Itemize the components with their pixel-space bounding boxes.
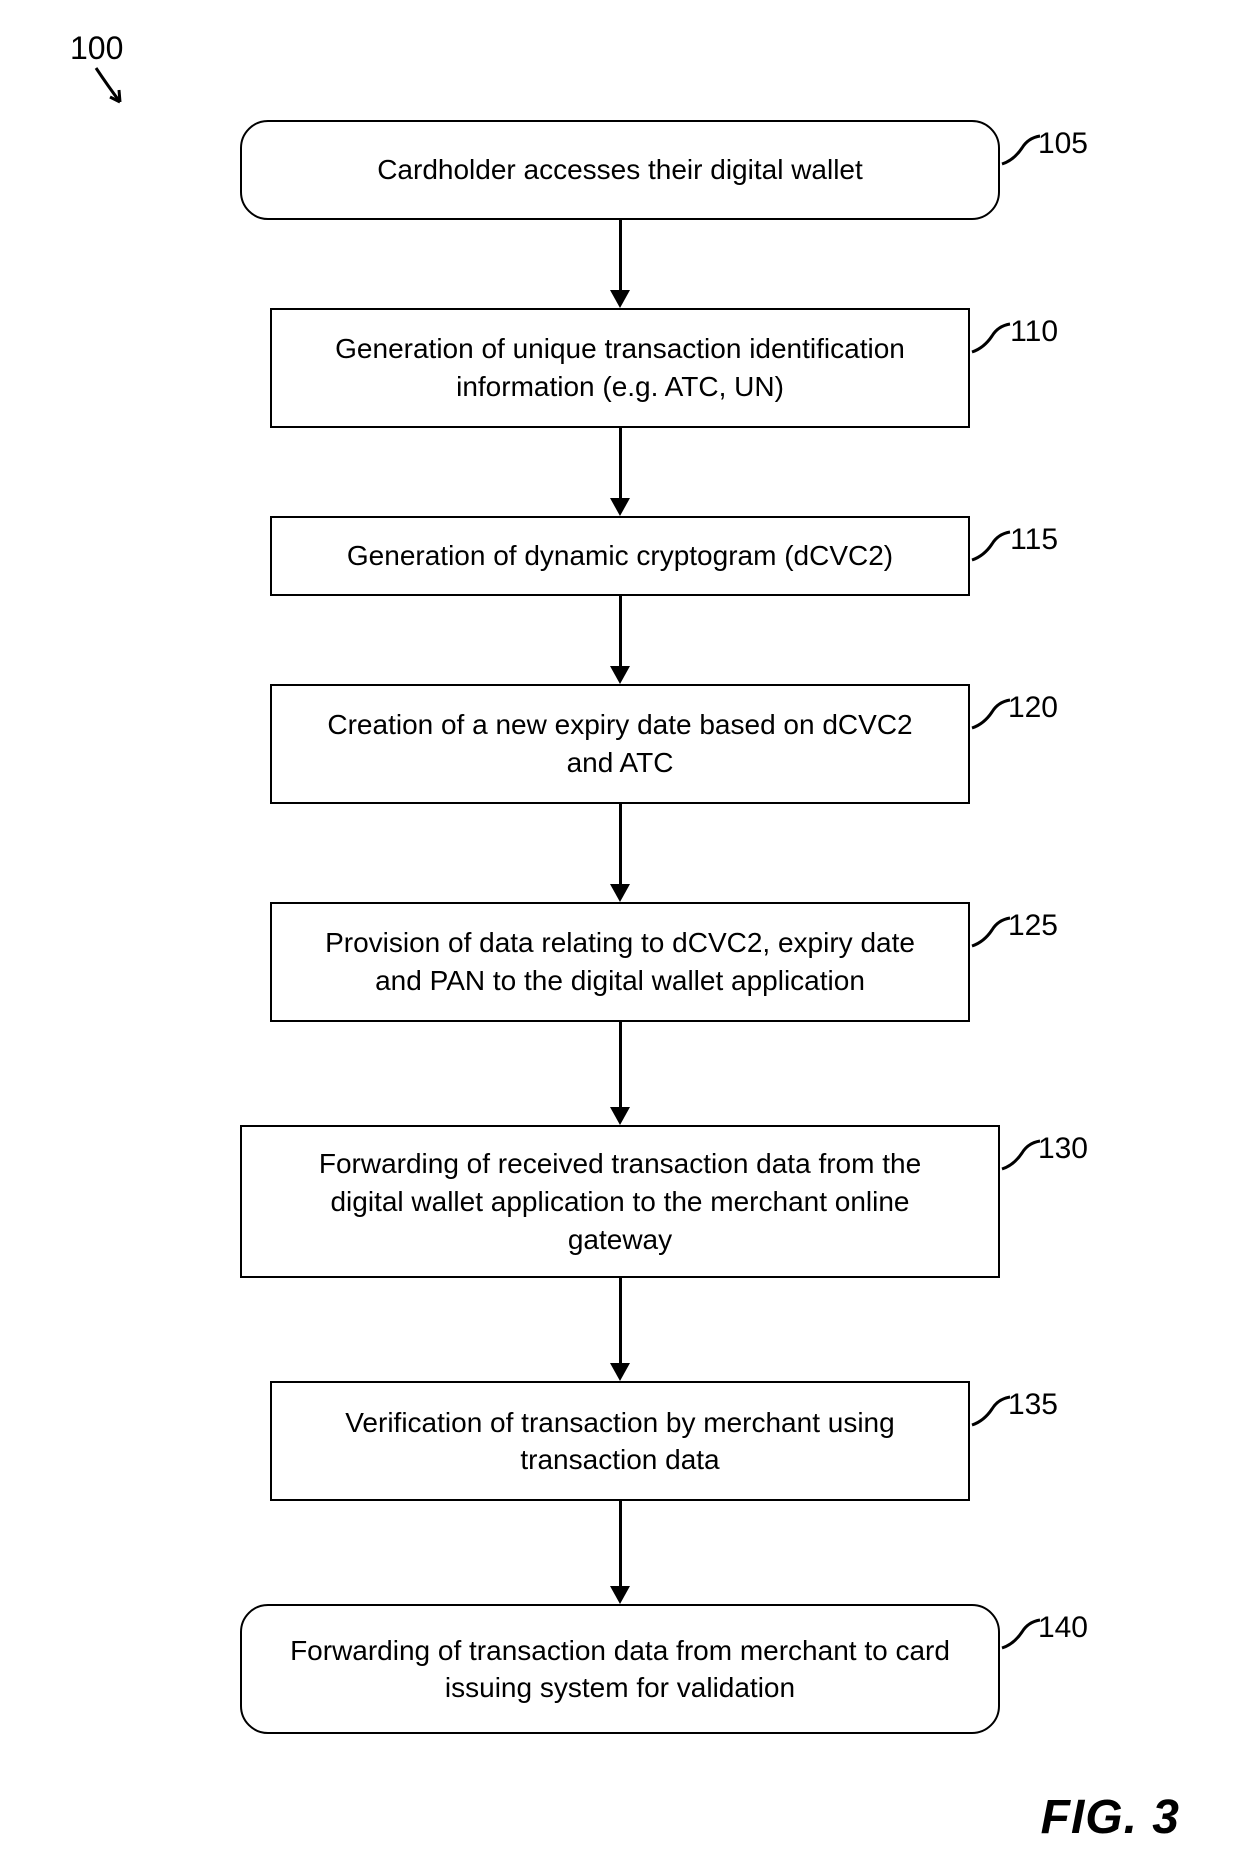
node-label-hook-icon xyxy=(970,530,1016,564)
flowchart-node-label: 140 xyxy=(1038,1608,1088,1649)
flowchart-node-text: Verification of transaction by merchant … xyxy=(312,1404,928,1480)
flowchart-node-label: 105 xyxy=(1038,124,1088,165)
diagram-number-arrow-icon xyxy=(90,66,138,118)
flowchart-node-text: Cardholder accesses their digital wallet xyxy=(377,151,863,189)
flowchart-node-text: Provision of data relating to dCVC2, exp… xyxy=(312,924,928,1000)
arrow-down-icon xyxy=(610,1501,630,1604)
flowchart-node: Forwarding of transaction data from merc… xyxy=(240,1604,1000,1734)
flowchart-node: Provision of data relating to dCVC2, exp… xyxy=(270,902,970,1022)
flowchart-node: Generation of unique transaction identif… xyxy=(270,308,970,428)
flowchart-container: Cardholder accesses their digital wallet… xyxy=(220,120,1020,1734)
flowchart-node: Forwarding of received transaction data … xyxy=(240,1125,1000,1278)
figure-label: FIG. 3 xyxy=(1041,1790,1180,1845)
arrow-down-icon xyxy=(610,220,630,308)
flowchart-node-label: 115 xyxy=(1010,520,1058,561)
arrow-down-icon xyxy=(610,1022,630,1125)
flowchart-node: Generation of dynamic cryptogram (dCVC2)… xyxy=(270,516,970,596)
flowchart-node: Cardholder accesses their digital wallet… xyxy=(240,120,1000,220)
flowchart-node: Creation of a new expiry date based on d… xyxy=(270,684,970,804)
arrow-down-icon xyxy=(610,596,630,684)
flowchart-node-label: 125 xyxy=(1008,906,1058,947)
flowchart-node-label: 120 xyxy=(1008,688,1058,729)
flowchart-node-text: Generation of dynamic cryptogram (dCVC2) xyxy=(347,537,893,575)
flowchart-node-text: Forwarding of received transaction data … xyxy=(282,1145,958,1258)
flowchart-node-label: 135 xyxy=(1008,1385,1058,1426)
flowchart-node: Verification of transaction by merchant … xyxy=(270,1381,970,1501)
diagram-number-label: 100 xyxy=(70,30,123,67)
node-label-hook-icon xyxy=(970,322,1016,356)
flowchart-node-label: 130 xyxy=(1038,1129,1088,1170)
flowchart-node-text: Creation of a new expiry date based on d… xyxy=(312,706,928,782)
arrow-down-icon xyxy=(610,428,630,516)
arrow-down-icon xyxy=(610,804,630,902)
flowchart-node-text: Generation of unique transaction identif… xyxy=(312,330,928,406)
flowchart-node-text: Forwarding of transaction data from merc… xyxy=(282,1632,958,1708)
arrow-down-icon xyxy=(610,1278,630,1381)
flowchart-node-label: 110 xyxy=(1010,312,1058,353)
